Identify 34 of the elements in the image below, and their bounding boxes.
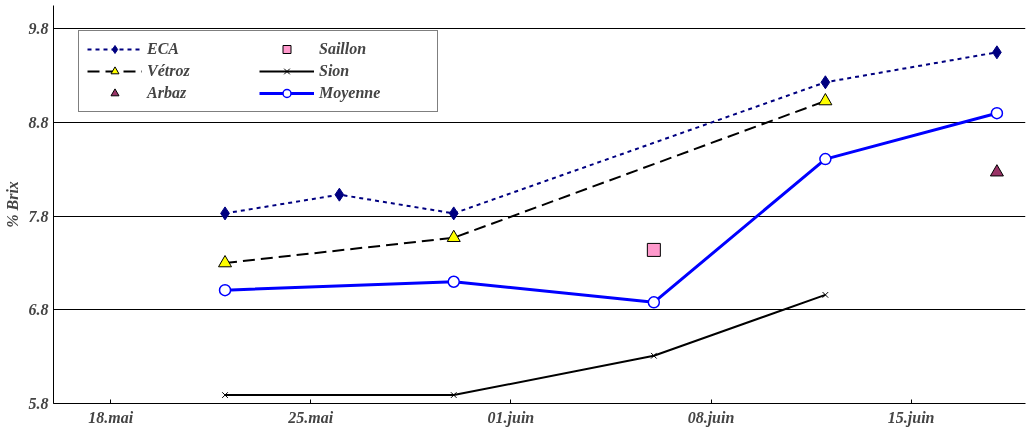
y-tick-label: 7.8 xyxy=(28,207,49,225)
legend-label: Sion xyxy=(319,62,351,80)
x-tick-label: 25.mai xyxy=(287,408,334,426)
point xyxy=(990,106,1004,120)
y-tick-label: 8.8 xyxy=(28,114,49,132)
point xyxy=(448,206,459,221)
legend-label: Arbaz xyxy=(147,84,188,102)
y-axis-title: % Brix xyxy=(3,181,21,228)
x-tick-label: 08.juin xyxy=(687,408,735,427)
legend-label: ECA xyxy=(147,40,180,58)
legend-label: Saillon xyxy=(319,40,368,58)
point xyxy=(221,391,229,399)
point xyxy=(822,291,829,299)
point xyxy=(334,187,345,202)
y-tick-label: 5.8 xyxy=(28,395,49,412)
point xyxy=(647,296,661,309)
point xyxy=(818,93,833,106)
y-tick-label: 9.8 xyxy=(28,20,49,38)
point xyxy=(650,352,658,360)
point xyxy=(646,242,661,257)
x-tick-label: 18.mai xyxy=(88,408,134,426)
point xyxy=(819,152,832,166)
point xyxy=(218,283,232,297)
point xyxy=(218,255,233,268)
point xyxy=(446,229,461,242)
x-tick-label: 15.juin xyxy=(887,408,935,427)
legend-label: Vétroz xyxy=(147,62,191,80)
y-tick-label: 6.8 xyxy=(28,301,49,319)
point xyxy=(820,75,831,90)
point xyxy=(989,164,1004,177)
point xyxy=(447,275,460,288)
point xyxy=(450,391,458,399)
x-tick-label: 01.juin xyxy=(487,408,535,427)
legend-label: Moyenne xyxy=(319,84,382,102)
